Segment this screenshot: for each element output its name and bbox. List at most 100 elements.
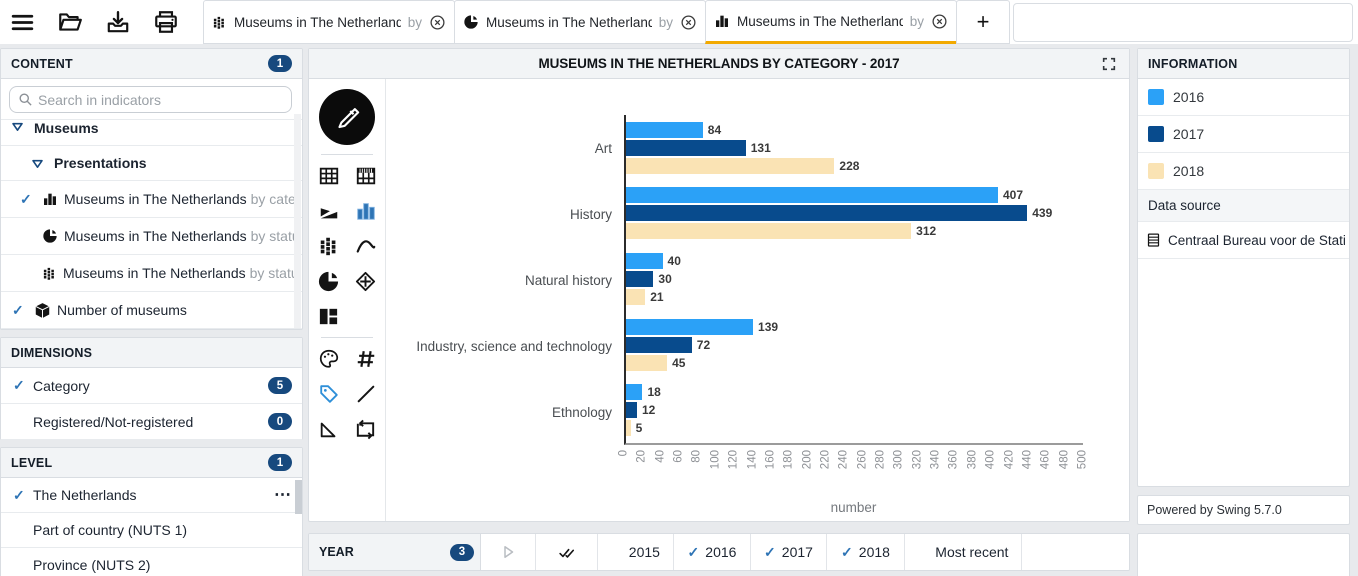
bar-value-label: 139 [758,319,779,334]
year-option-2017[interactable]: ✓ 2017 [751,534,827,570]
check-icon: ✓ [20,190,32,207]
bar-2017 [626,270,654,287]
close-icon[interactable] [931,13,948,30]
x-tick-label: 180 [782,450,795,470]
category-labels: Art History Natural history Industry, scien… [386,115,622,445]
year-bar-header: YEAR 3 [309,534,481,570]
fullscreen-icon[interactable] [1101,56,1117,72]
dimension-registered[interactable]: ✓ Registered/Not-registered 0 [1,404,302,440]
select-all-icon[interactable] [536,534,598,570]
x-tick-label: 160 [764,450,777,470]
area-chart-icon[interactable] [316,199,342,223]
open-folder-icon[interactable] [56,8,84,36]
year-badge: 3 [450,543,474,561]
data-source-item[interactable]: Centraal Bureau voor de Stati [1138,222,1349,259]
hash-icon[interactable] [353,347,379,371]
bar-chart-icon [714,13,730,29]
dimension-category[interactable]: ✓ Category 5 [1,368,302,404]
tab-museums-by-category-active[interactable]: Museums in The Netherlands by [705,0,957,44]
data-source-header: Data source [1138,190,1349,222]
chart-plot-area: Art History Natural history Industry, scien… [386,79,1129,521]
print-icon[interactable] [152,8,180,36]
play-button[interactable] [481,534,536,570]
dimension-badge: 0 [268,413,292,430]
bar-value-label: 5 [635,421,643,436]
grid-dots-icon [212,15,227,30]
tree-item-museums-by-category[interactable]: ✓ Museums in The Netherlands by cate [1,181,302,218]
content-panel: CONTENT 1 Museums Presentations ✓ Museum… [0,48,303,330]
download-icon[interactable] [104,8,132,36]
x-tick-label: 100 [709,450,722,470]
level-panel-title: LEVEL [11,455,53,470]
year-option-most-recent[interactable]: ✓ Most recent [905,534,1022,570]
close-icon[interactable] [680,14,697,31]
level-scrollbar-thumb[interactable] [295,480,302,514]
x-tick-label: 220 [819,450,832,470]
x-tick-label: 240 [837,450,850,470]
add-tab-button[interactable]: + [956,0,1010,44]
chevron-down-icon [31,157,44,170]
tree-item-number-of-museums[interactable]: ✓ Number of museums [1,292,302,329]
transform-rect-icon[interactable] [353,417,379,441]
tree-item-suffix: by statu [249,265,299,281]
year-option-2018[interactable]: ✓ 2018 [827,534,905,570]
x-tick-label: 120 [727,450,740,470]
close-icon[interactable] [429,14,446,31]
tab-museums-by-status-pie[interactable]: Museums in The Netherlands by [454,0,706,44]
bar-group: 84 131 228 [626,115,1083,181]
level-part-of-country[interactable]: ✓ Part of country (NUTS 1) [1,513,302,548]
level-province[interactable]: ✓ Province (NUTS 2) [1,548,302,576]
year-option-2016[interactable]: ✓ 2016 [674,534,751,570]
menu-icon[interactable] [8,8,36,36]
book-icon [1146,232,1161,248]
chart-header: MUSEUMS IN THE NETHERLANDS BY CATEGORY -… [309,49,1129,79]
tree-item-label: Number of museums [57,302,187,318]
tree-folder-museums[interactable]: Museums [1,120,302,146]
information-panel-title: INFORMATION [1148,56,1238,71]
bar-group: 40 30 21 [626,246,1083,312]
tree-item-suffix: by cate [250,191,296,207]
year-filter-bar: YEAR 3 ✓ 2015 ✓ 2016 ✓ 2017 ✓ 2018 ✓ Mos… [308,533,1130,571]
table-header-view-icon[interactable] [353,164,379,188]
bar-chart-icon-active[interactable] [353,199,379,223]
grid-dots-chart-icon[interactable] [316,234,342,258]
dimension-label: Registered/Not-registered [33,413,194,430]
tab-title-suffix: by [909,13,924,29]
dimensions-panel: DIMENSIONS ✓ Category 5 ✓ Registered/Not… [0,337,303,440]
more-options-icon[interactable]: ⋯ [274,485,292,504]
dimension-label: Category [33,377,90,394]
information-panel: INFORMATION 2016 2017 2018 Data source C… [1137,48,1350,487]
level-panel: LEVEL 1 ✓ The Netherlands ⋯ ✓ Part of co… [0,447,303,576]
line-chart-icon[interactable] [353,234,379,258]
tree-folder-label: Presentations [54,155,147,171]
table-view-icon[interactable] [316,164,342,188]
bar-value-label: 45 [672,355,686,370]
check-icon: ✓ [13,486,25,503]
line-tool-icon[interactable] [353,382,379,406]
pie-chart-view-icon[interactable] [316,269,342,293]
year-option-label: 2017 [781,544,813,560]
x-tick-label: 80 [690,450,703,463]
bar-2016 [626,384,643,401]
palette-icon[interactable] [316,347,342,371]
search-input[interactable] [38,91,283,108]
year-option-2015[interactable]: ✓ 2015 [598,534,674,570]
grid-dots-icon [42,266,57,281]
triangle-ruler-icon[interactable] [316,417,342,441]
level-the-netherlands[interactable]: ✓ The Netherlands ⋯ [1,478,302,513]
tab-strip-empty [1013,3,1353,42]
bar-2016 [626,121,703,138]
bar-2017 [626,139,746,156]
year-option-label: 2015 [628,544,660,560]
content-scrollbar[interactable] [294,114,301,328]
layout-blocks-icon[interactable] [316,304,342,328]
tree-folder-presentations[interactable]: Presentations [1,146,302,181]
tag-icon[interactable] [316,382,342,406]
edit-pencil-icon[interactable] [319,89,375,145]
tab-museums-by-category-1[interactable]: Museums in The Netherlands by [203,0,455,44]
map-compass-icon[interactable] [353,269,379,293]
chevron-down-icon [11,120,24,133]
x-tick-label: 300 [892,450,905,470]
